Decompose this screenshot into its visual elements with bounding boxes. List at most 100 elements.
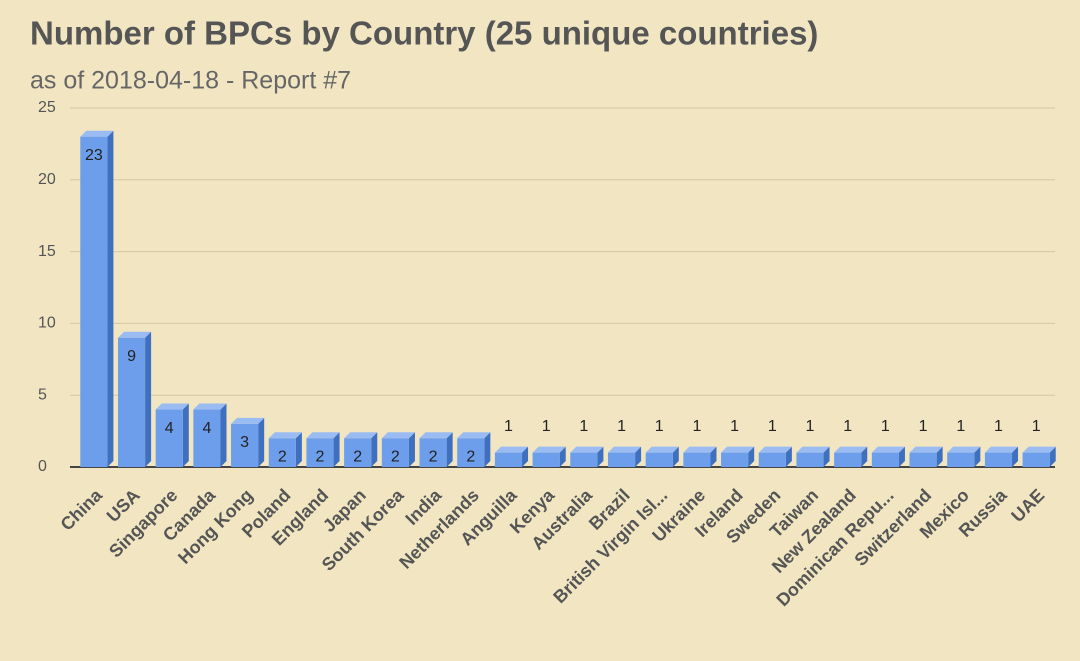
x-tick-label: UAE	[1007, 485, 1048, 526]
bar	[834, 446, 868, 467]
bar	[457, 432, 491, 467]
bar-front	[231, 423, 259, 467]
chart-title: Number of BPCs by Country (25 unique cou…	[30, 15, 818, 52]
bar-front	[645, 452, 673, 467]
value-label: 1	[730, 418, 739, 435]
bar	[494, 446, 529, 467]
bar	[570, 446, 604, 467]
bar-top	[193, 403, 227, 410]
bar-side	[258, 417, 265, 467]
bar-top	[570, 446, 604, 453]
y-tick-label: 10	[38, 315, 56, 332]
bar-side	[898, 446, 905, 467]
value-label: 4	[165, 420, 174, 437]
bar	[607, 446, 642, 467]
bar-front	[381, 438, 409, 467]
value-label: 2	[466, 448, 475, 465]
value-label: 23	[85, 147, 103, 164]
bar-top	[457, 432, 491, 439]
bar-front	[683, 452, 711, 467]
bar-front	[1022, 452, 1050, 467]
bar	[306, 432, 340, 467]
bar-top	[758, 446, 792, 453]
bar-top	[381, 432, 415, 439]
bar-front	[155, 409, 183, 467]
bar-side	[446, 432, 453, 467]
value-label: 1	[579, 418, 588, 435]
bar-front	[947, 452, 975, 467]
bar	[381, 432, 415, 467]
bar-side	[1049, 446, 1056, 467]
bar-front	[268, 438, 296, 467]
value-label: 1	[542, 418, 551, 435]
bar-front	[909, 452, 937, 467]
bar-top	[947, 446, 981, 453]
bar	[231, 417, 265, 467]
value-label: 1	[617, 418, 626, 435]
bar	[193, 403, 227, 467]
bar-top	[796, 446, 830, 453]
value-label: 1	[692, 418, 701, 435]
value-label: 1	[843, 418, 852, 435]
bar-side	[408, 432, 415, 467]
value-label: 2	[353, 448, 362, 465]
bar-front	[721, 452, 749, 467]
bar-side	[522, 446, 529, 467]
bar-front	[457, 438, 485, 467]
bar	[532, 446, 566, 467]
bar	[758, 446, 792, 467]
y-tick-label: 25	[38, 99, 56, 116]
bar	[155, 403, 189, 467]
value-label: 4	[202, 420, 211, 437]
bar	[117, 331, 152, 467]
value-label: 3	[240, 434, 249, 451]
bar	[909, 446, 943, 467]
bar-top	[306, 432, 340, 439]
bar	[721, 446, 755, 467]
bar	[871, 446, 905, 467]
bar-front	[796, 452, 824, 467]
y-tick-label: 20	[38, 171, 56, 188]
value-label: 1	[768, 418, 777, 435]
bar-front	[344, 438, 372, 467]
chart-subtitle: as of 2018-04-18 - Report #7	[30, 67, 351, 95]
value-label: 1	[504, 418, 513, 435]
bar	[268, 432, 302, 467]
bar-side	[936, 446, 943, 467]
bar-top	[683, 446, 717, 453]
bar-front	[494, 452, 523, 467]
bar-side	[785, 446, 792, 467]
bar-front	[570, 452, 598, 467]
bar-top	[80, 130, 114, 137]
value-label: 1	[956, 418, 965, 435]
bar	[947, 446, 981, 467]
bar-side	[974, 446, 981, 467]
bar-side	[861, 446, 868, 467]
bar	[1022, 446, 1056, 467]
bar-side	[672, 446, 679, 467]
bar-front	[419, 438, 447, 467]
bar-top	[909, 446, 943, 453]
bar-top	[155, 403, 189, 410]
bar-side	[1012, 446, 1019, 467]
bar-side	[597, 446, 604, 467]
bar-front	[306, 438, 334, 467]
value-label: 1	[994, 418, 1003, 435]
y-tick-label: 0	[38, 458, 47, 475]
bar-front	[193, 409, 221, 467]
bar	[419, 432, 453, 467]
bar-side	[823, 446, 830, 467]
bar	[645, 446, 679, 467]
bar-front	[532, 452, 560, 467]
bar	[683, 446, 717, 467]
bar	[80, 130, 114, 467]
bar-top	[532, 446, 566, 453]
bar-top	[984, 446, 1019, 453]
bar-front	[117, 337, 146, 467]
bar-front	[758, 452, 786, 467]
bar-side	[107, 130, 114, 467]
bar-side	[710, 446, 717, 467]
value-label: 1	[655, 418, 664, 435]
value-label: 2	[278, 448, 287, 465]
